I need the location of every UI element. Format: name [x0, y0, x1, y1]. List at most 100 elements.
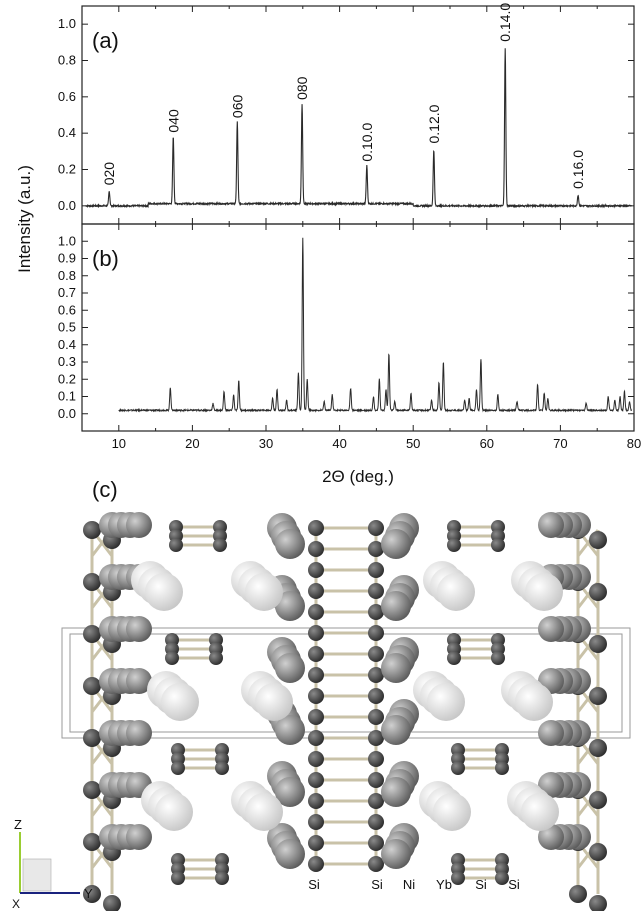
si-atom [368, 667, 384, 683]
x-tick-label: 80 [627, 436, 641, 451]
si-atom [368, 709, 384, 725]
si-atom [368, 793, 384, 809]
si-atom [491, 538, 505, 552]
si-atom [368, 835, 384, 851]
y-tick-label: 0.5 [58, 320, 76, 335]
ni-atom [126, 720, 152, 746]
si-atom [368, 856, 384, 872]
y-tick-label: 0.4 [58, 337, 76, 352]
si-atom [368, 541, 384, 557]
y-tick-label: 0.1 [58, 389, 76, 404]
si-atom [83, 781, 101, 799]
si-atom [169, 538, 183, 552]
yb-atom [155, 793, 193, 831]
si-atom [368, 751, 384, 767]
peak-label: 020 [101, 162, 117, 186]
peak-label: 060 [229, 95, 245, 119]
y-tick-label: 0.6 [58, 302, 76, 317]
si-atom [171, 871, 185, 885]
y-axis-title: Intensity (a.u.) [15, 165, 34, 273]
peak-label: 0.14.0 [497, 3, 513, 42]
y-tick-label: 1.0 [58, 16, 76, 31]
yb-atom [521, 793, 559, 831]
atom-label-si-2: Si [371, 877, 383, 892]
si-atom [368, 520, 384, 536]
ni-atom [126, 512, 152, 538]
si-atom [589, 843, 607, 861]
peak-label: 0.12.0 [426, 104, 442, 143]
si-atom [589, 791, 607, 809]
ni-atom [381, 529, 411, 559]
atom-label-si-1: Si [308, 877, 320, 892]
si-atom [215, 871, 229, 885]
panel-b-trace [118, 237, 633, 413]
ni-atom [381, 777, 411, 807]
ni-atom [538, 824, 564, 850]
z-axis-label: Z [14, 817, 22, 832]
y-tick-label: 0.0 [58, 198, 76, 213]
peak-label: 040 [165, 109, 181, 133]
si-atom [368, 730, 384, 746]
x-tick-label: 50 [406, 436, 420, 451]
si-atom [308, 814, 324, 830]
si-atom [171, 761, 185, 775]
panel-b-frame [81, 223, 635, 432]
yb-atom [433, 793, 471, 831]
ni-atom [381, 653, 411, 683]
si-atom [495, 871, 509, 885]
si-atom [368, 604, 384, 620]
ni-atom [275, 653, 305, 683]
ni-atom [126, 668, 152, 694]
si-atom [308, 604, 324, 620]
si-atom [165, 651, 179, 665]
si-atom [308, 835, 324, 851]
yb-atom [515, 683, 553, 721]
si-atom [569, 885, 587, 903]
yb-atom [255, 683, 293, 721]
yb-atom [161, 683, 199, 721]
si-atom [308, 625, 324, 641]
si-atom [589, 531, 607, 549]
si-atom [83, 677, 101, 695]
x-tick-label: 20 [185, 436, 199, 451]
y-tick-label: 1.0 [58, 233, 76, 248]
panel-a-label: (a) [92, 28, 119, 53]
si-atom [83, 833, 101, 851]
panel-b-x-ticks: 10 20 30 40 50 60 70 80 [112, 436, 642, 451]
yb-atom [525, 573, 563, 611]
y-tick-label: 0.9 [58, 251, 76, 266]
si-atom [308, 709, 324, 725]
si-atom [368, 583, 384, 599]
peak-label: 080 [294, 76, 310, 100]
si-atom [589, 895, 607, 911]
ni-atom [538, 512, 564, 538]
y-tick-label: 0.2 [58, 371, 76, 386]
atom-labels: Si Si Ni Yb Si Si [308, 877, 520, 892]
si-atom [589, 583, 607, 601]
si-atom [447, 538, 461, 552]
x-tick-label: 70 [553, 436, 567, 451]
si-atom [368, 688, 384, 704]
x-tick-label: 60 [480, 436, 494, 451]
si-atom [308, 751, 324, 767]
ni-atom [126, 824, 152, 850]
si-atom [213, 538, 227, 552]
si-atom [447, 651, 461, 665]
si-atom [495, 761, 509, 775]
y-tick-label: 0.8 [58, 268, 76, 283]
y-tick-label: 0.0 [58, 406, 76, 421]
si-atom [589, 739, 607, 757]
si-atom [368, 772, 384, 788]
si-atom [308, 730, 324, 746]
y-tick-label: 0.2 [58, 162, 76, 177]
peak-label: 0.10.0 [359, 123, 375, 162]
ni-atom [126, 616, 152, 642]
y-tick-label: 0.6 [58, 89, 76, 104]
si-atom [451, 761, 465, 775]
si-atom [83, 885, 101, 903]
si-atom [83, 729, 101, 747]
y-tick-label: 0.3 [58, 354, 76, 369]
si-atom [209, 651, 223, 665]
panel-a-y-ticks: 0.0 0.2 0.4 0.6 0.8 1.0 [58, 6, 635, 224]
